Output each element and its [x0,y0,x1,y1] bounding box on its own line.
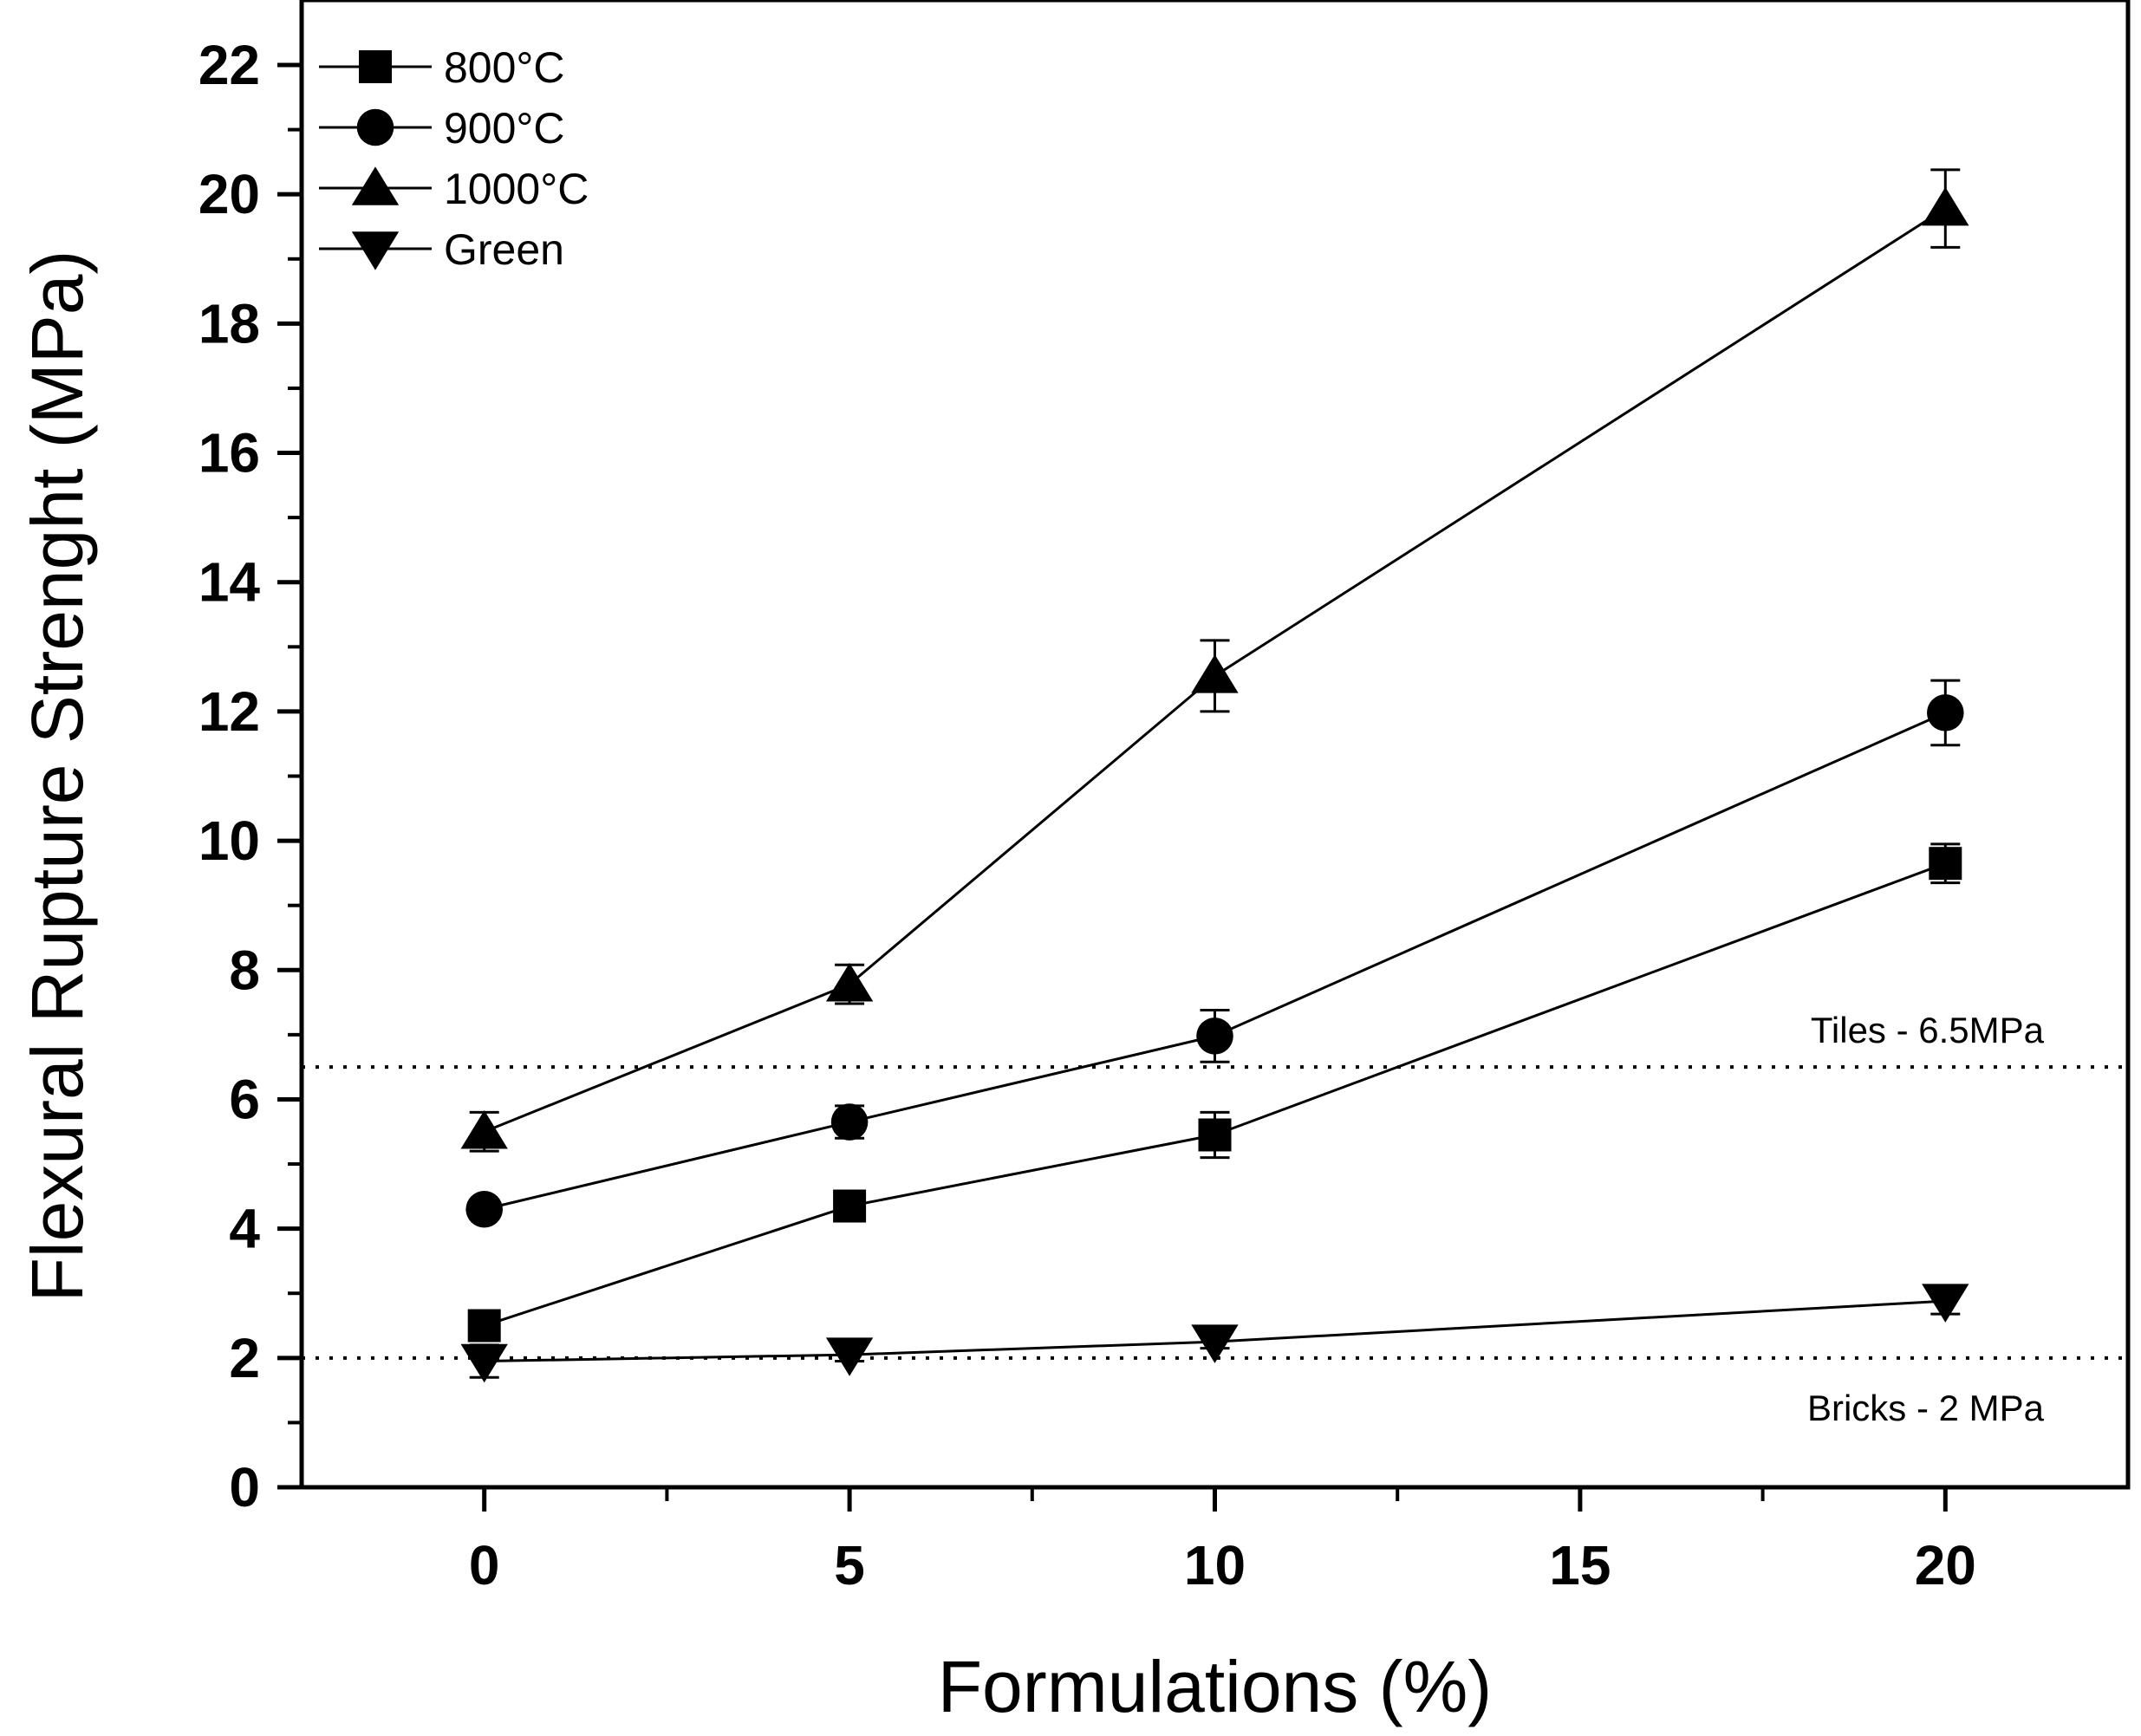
reference-lines: Tiles - 6.5MPa Bricks - 2 MPa [302,1010,2128,1428]
x-tick-label: 0 [469,1534,500,1596]
marker-square [359,50,392,83]
marker-triangle-down [825,1337,874,1376]
legend: 800°C 900°C 1000°C Green [319,43,589,274]
series-layer [460,168,1969,1383]
marker-circle [465,1190,503,1228]
series [460,168,1969,1153]
marker-triangle-down [460,1343,508,1383]
y-tick-label: 22 [198,34,260,96]
y-axis: 0 2 4 6 8 10 12 14 16 18 20 22 [198,34,302,1518]
y-tick-label: 14 [198,551,261,614]
marker-circle [1927,694,1964,731]
marker-triangle-down [1191,1324,1239,1363]
legend-label: 1000°C [444,165,589,213]
series-line [484,712,1946,1211]
legend-item: 900°C [319,104,565,153]
legend-item: Green [319,225,564,274]
y-tick-label: 20 [198,163,260,225]
legend-label: Green [444,225,564,274]
x-axis: 0 5 10 15 20 [469,1487,1976,1596]
marker-square [833,1189,867,1223]
series-line [484,207,1947,1134]
marker-triangle-up [1922,186,1969,226]
marker-triangle-down [1922,1284,1969,1323]
plot-frame [299,0,2131,1490]
y-tick-label: 4 [229,1198,260,1260]
y-tick-label: 10 [198,809,260,872]
series-line [484,1299,1946,1363]
reference-line-label: Tiles - 6.5MPa [1811,1010,2045,1050]
y-tick-label: 16 [198,422,260,484]
legend-item: 800°C [319,43,565,92]
x-tick-label: 15 [1549,1534,1611,1596]
x-tick-label: 10 [1184,1534,1246,1596]
reference-line-label: Bricks - 2 MPa [1807,1388,2045,1428]
marker-triangle-down [351,231,400,270]
legend-label: 800°C [444,43,565,92]
x-tick-label: 5 [834,1534,865,1596]
marker-square [1198,1118,1232,1152]
y-tick-label: 2 [229,1327,260,1389]
marker-square [1929,847,1962,881]
y-tick-label: 18 [198,292,260,354]
legend-label: 900°C [444,104,565,153]
y-tick-label: 12 [198,680,260,743]
marker-triangle-up [1191,654,1239,693]
marker-circle [356,108,394,146]
y-tick-label: 8 [229,939,260,1001]
marker-circle [830,1103,869,1141]
marker-triangle-up [825,962,874,1002]
legend-item: 1000°C [319,165,589,213]
series [460,1284,1969,1383]
y-axis-title: Flexural Rupture Strenght (MPa) [16,250,98,1303]
marker-triangle-up [351,166,400,205]
x-tick-label: 20 [1915,1534,1976,1596]
marker-square [467,1309,501,1343]
x-axis-title: Formulations (%) [938,1646,1492,1727]
series-line [484,861,1946,1327]
series [467,842,1962,1343]
marker-circle [1196,1018,1233,1055]
y-tick-label: 6 [229,1068,260,1130]
y-tick-label: 0 [229,1456,260,1518]
marker-triangle-up [460,1110,508,1149]
series [465,679,1964,1228]
